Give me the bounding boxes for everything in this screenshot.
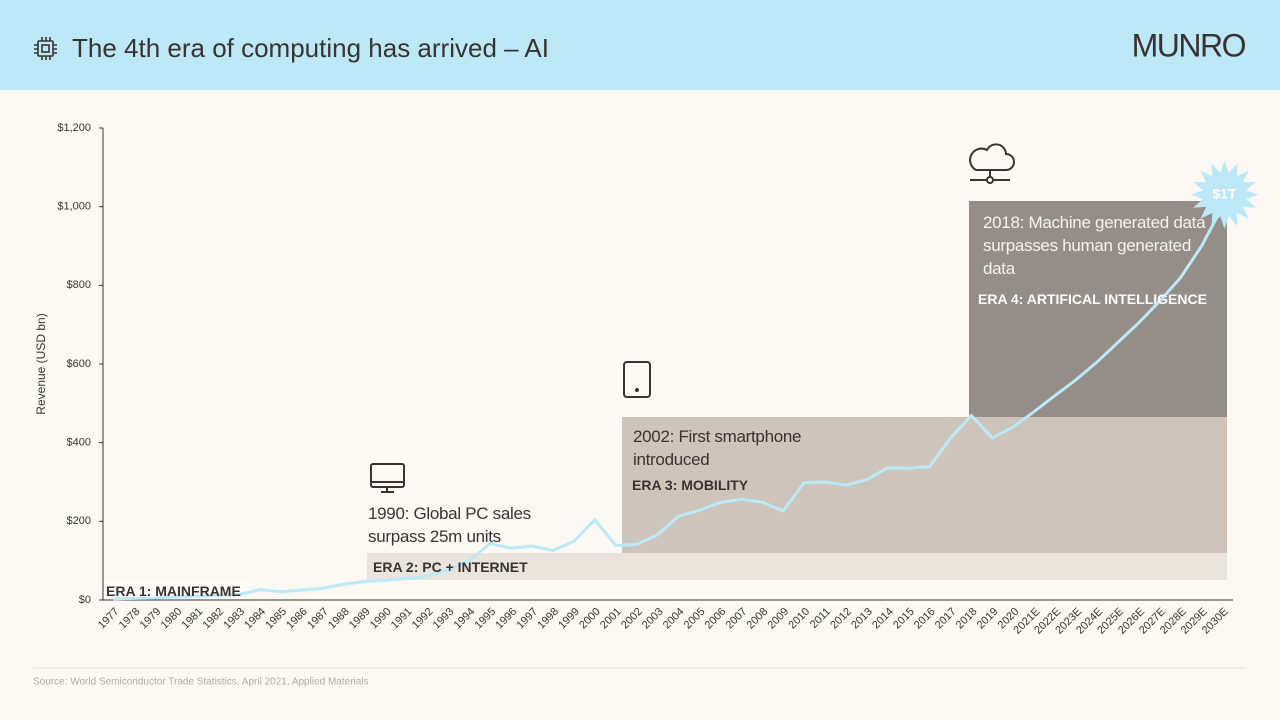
x-tick-label: 2014 — [870, 606, 896, 632]
revenue-line — [113, 205, 1224, 601]
era-box — [367, 553, 1227, 580]
x-tick-label: 1987 — [305, 606, 331, 632]
era-label: ERA 4: ARTIFICAL INTELLIGENCE — [978, 291, 1207, 307]
x-tick-label: 2018 — [954, 606, 980, 632]
x-tick-label: 1999 — [556, 606, 582, 632]
x-tick-label: 2002 — [619, 606, 645, 632]
era-note: 2002: First smartphone introduced — [633, 427, 802, 469]
y-tick-label: $200 — [67, 515, 91, 527]
x-tick-label: 2016 — [912, 606, 938, 632]
x-tick-label: 2017 — [933, 606, 959, 632]
slide-title: The 4th era of computing has arrived – A… — [72, 33, 549, 63]
x-tick-label: 1992 — [410, 606, 436, 632]
x-tick-label: 1991 — [389, 606, 415, 632]
y-tick-label: $0 — [79, 594, 91, 606]
y-tick-label: $600 — [67, 358, 91, 370]
x-tick-label: 1982 — [200, 606, 226, 632]
x-tick-label: 2006 — [703, 606, 729, 632]
era-label: ERA 2: PC + INTERNET — [373, 559, 528, 575]
chip-icon — [34, 37, 57, 60]
x-tick-label: 1980 — [159, 606, 185, 632]
y-axis-label: Revenue (USD bn) — [34, 313, 48, 414]
y-tick-label: $800 — [67, 279, 91, 291]
y-tick-label: $400 — [67, 437, 91, 449]
x-tick-label: 2011 — [808, 606, 833, 631]
x-tick-label: 2015 — [891, 606, 917, 632]
era-box — [969, 201, 1227, 417]
x-tick-label: 1983 — [221, 606, 247, 632]
x-tick-label: 2001 — [598, 606, 624, 632]
era-note: 2018: Machine generated data surpasses h… — [983, 213, 1206, 278]
x-tick-label: 2019 — [975, 606, 1001, 632]
era-label: ERA 3: MOBILITY — [632, 477, 749, 493]
x-tick-label: 2003 — [640, 606, 666, 632]
x-tick-label: 1994 — [452, 606, 478, 632]
y-tick-label: $1,200 — [57, 122, 91, 134]
era-note: 1990: Global PC sales surpass 25m units — [368, 504, 531, 546]
source: Source: World Semiconductor Trade Statis… — [33, 677, 369, 688]
x-tick-label: 1997 — [514, 606, 540, 632]
x-tick-label: 2012 — [828, 606, 854, 632]
logo: MUNRO — [1132, 27, 1246, 63]
x-tick-label: 1995 — [473, 606, 499, 632]
x-tick-label: 2010 — [786, 606, 812, 632]
era-box — [622, 417, 1227, 553]
x-tick-label: 1984 — [242, 606, 268, 632]
x-tick-label: 1989 — [347, 606, 373, 632]
x-tick-label: 1985 — [263, 606, 289, 632]
x-tick-label: 1977 — [96, 606, 122, 632]
x-tick-label: 2005 — [682, 606, 708, 632]
x-tick-label: 2004 — [661, 606, 687, 632]
x-tick-label: 1996 — [493, 606, 519, 632]
era-label: ERA 1: MAINFRAME — [106, 583, 241, 599]
x-tick-label: 1978 — [117, 606, 143, 632]
x-tick-label: 1979 — [138, 606, 164, 632]
x-tick-label: 2008 — [745, 606, 771, 632]
x-tick-label: 2000 — [577, 606, 603, 632]
x-tick-label: 1988 — [326, 606, 352, 632]
x-tick-label: 1986 — [284, 606, 310, 632]
x-tick-label: 2009 — [765, 606, 791, 632]
x-tick-label: 2007 — [724, 606, 750, 632]
x-tick-label: 1981 — [180, 606, 206, 632]
cloud-icon — [969, 143, 1015, 184]
header-band — [0, 0, 1280, 90]
y-tick-label: $1,000 — [57, 201, 91, 213]
phone-icon — [623, 361, 651, 398]
value-label: $1T — [1212, 185, 1237, 201]
x-tick-label: 2013 — [849, 606, 875, 632]
x-tick-label: 1990 — [368, 606, 394, 632]
callout-burst — [1190, 160, 1259, 229]
x-tick-label: 1993 — [431, 606, 457, 632]
x-tick-label: 1998 — [535, 606, 561, 632]
monitor-icon — [370, 463, 405, 493]
